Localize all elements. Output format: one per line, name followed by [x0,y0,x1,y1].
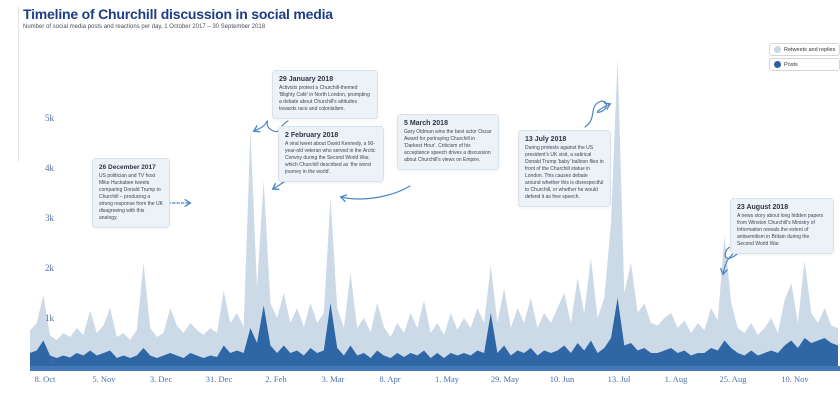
annotation-23-aug: 23 August 2018 A news story about long h… [730,198,834,254]
x-tick-label: 29. May [491,374,520,384]
y-axis-labels: 5k 4k 3k 2k 1k 0 [45,113,55,367]
y-tick-label: 5k [45,113,55,123]
annotation-26-dec: 26 December 2017 US politician and TV ho… [92,158,170,228]
annotation-text: A viral tweet about David Kennedy, a 90-… [285,141,376,175]
legend-item-retweets[interactable]: Retweets and replies [769,43,840,56]
x-tick-label: 10. Nov [781,374,809,384]
x-axis-baseline [30,366,840,371]
x-tick-label: 25. Aug [720,374,748,384]
annotation-text: A news story about long hidden papers fr… [737,213,824,247]
annotation-2-feb: 2 February 2018 A viral tweet about Davi… [278,126,384,182]
annotation-date: 5 March 2018 [404,120,448,127]
annotation-5-mar: 5 March 2018 Gary Oldman wins the best a… [397,114,499,170]
posts-dot-icon [774,61,781,68]
annotation-date: 26 December 2017 [99,164,156,171]
x-tick-label: 8. Oct [35,374,56,384]
x-tick-label: 3. Mar [322,374,345,384]
legend-item-posts[interactable]: Posts [769,58,840,71]
x-tick-label: 8. Apr [379,374,400,384]
x-tick-labels: 8. Oct 5. Nov 3. Dec 31. Dec 2. Feb 3. Mar 8. … [35,374,810,384]
annotation-arrow-5-mar [341,185,411,199]
annotation-13-jul: 13 July 2018 During protests against the… [518,130,611,207]
legend-label: Posts [784,61,798,68]
annotation-arrow-13-jul [584,100,610,128]
posts-area [30,298,838,368]
y-tick-label: 4k [45,163,55,173]
annotation-date: 23 August 2018 [737,204,789,211]
x-tick-label: 2. Feb [265,374,286,384]
legend-label: Retweets and replies [784,46,836,53]
annotation-text: Gary Oldman wins the best actor Oscar Aw… [404,129,492,163]
x-tick-label: 10. Jun [550,374,575,384]
y-tick-label: 1k [45,313,55,323]
y-tick-label: 3k [45,213,55,223]
annotation-date: 2 February 2018 [285,132,339,139]
left-rule-divider [18,6,19,162]
x-tick-label: 1. May [435,374,460,384]
retweets-area [30,58,838,368]
legend: Retweets and replies Posts [769,43,840,71]
x-tick-label: 31. Dec [206,374,233,384]
annotation-text: US politician and TV host Mike Huckabee … [99,173,163,221]
page-subtitle: Number of social media posts and reactio… [23,24,266,30]
x-tick-label: 3. Dec [150,374,172,384]
y-tick-label: 0 [50,357,55,367]
x-tick-label: 5. Nov [92,374,116,384]
annotation-29-jan: 29 January 2018 Activists protest a Chur… [272,70,378,119]
retweets-dot-icon [774,46,781,53]
annotation-text: Activists protest a Churchill-themed 'Bl… [279,85,370,112]
x-tick-label: 1. Aug [665,374,688,384]
annotation-date: 29 January 2018 [279,76,334,83]
annotation-text: During protests against the US president… [525,145,604,200]
annotation-date: 13 July 2018 [525,136,567,143]
y-tick-label: 2k [45,263,55,273]
x-tick-label: 13. Jul [608,374,631,384]
page-title: Timeline of Churchill discussion in soci… [23,6,333,22]
